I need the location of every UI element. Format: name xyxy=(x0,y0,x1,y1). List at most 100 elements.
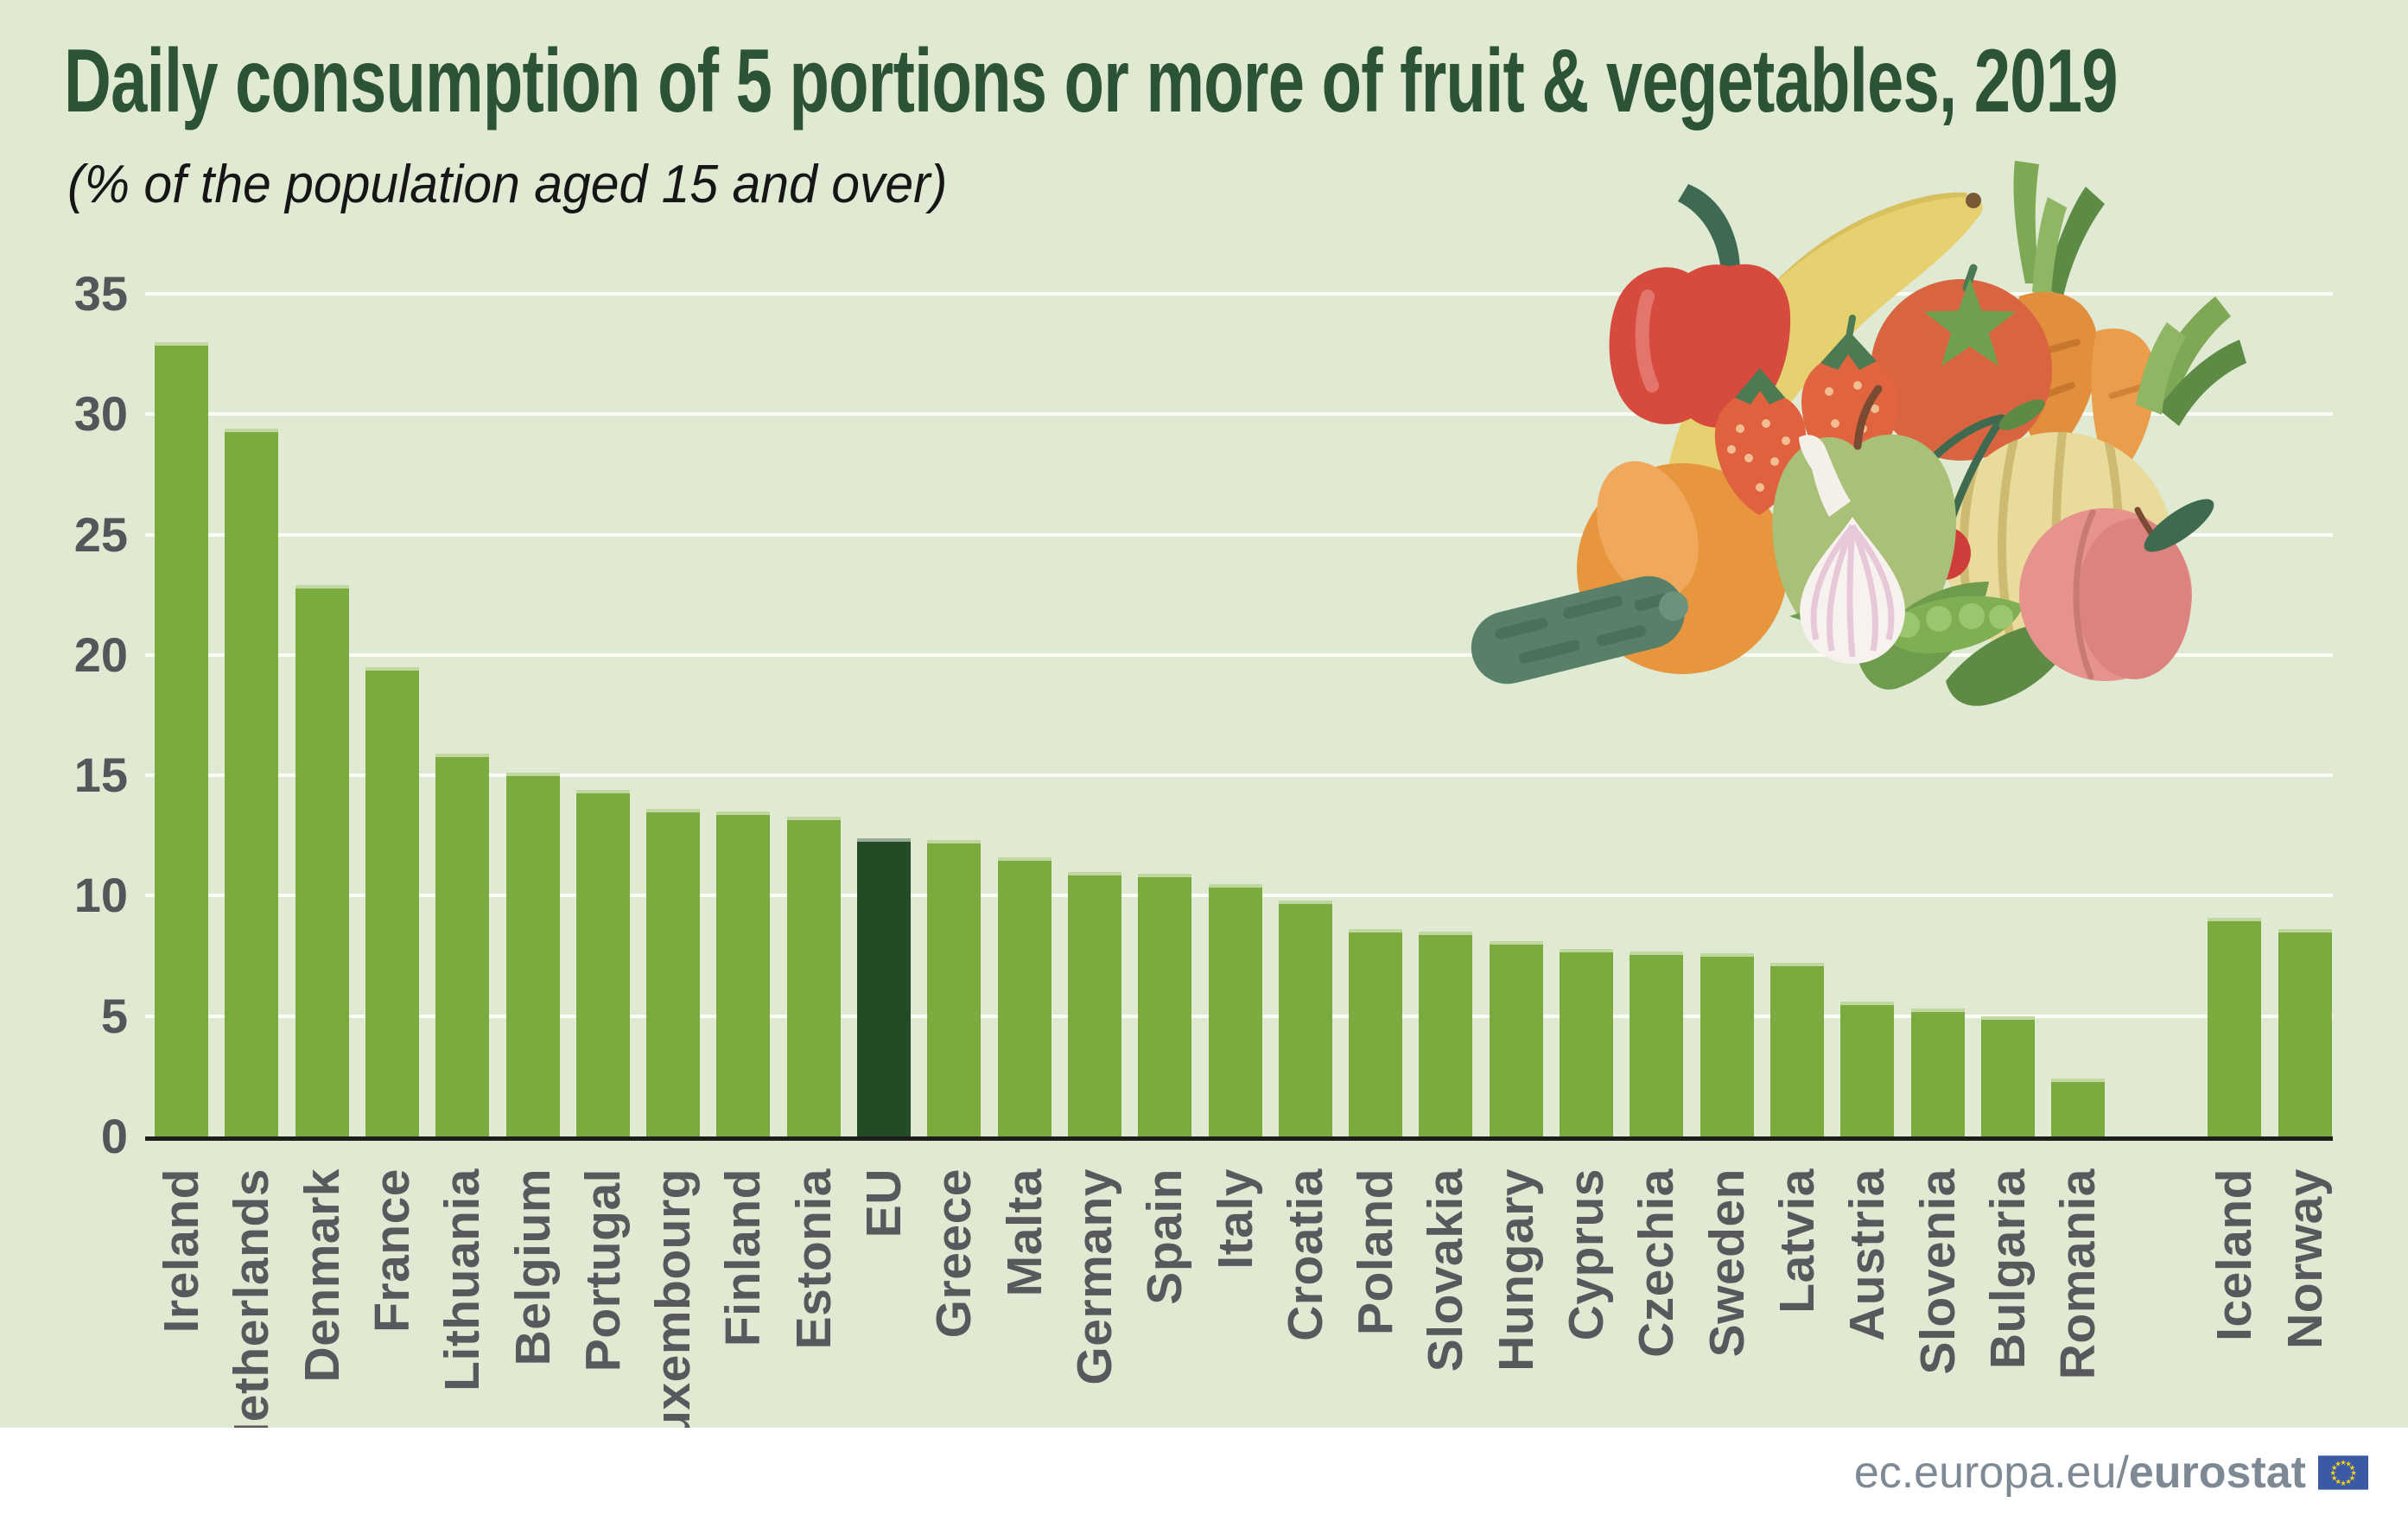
y-tick-35: 35 xyxy=(73,266,128,321)
svg-text:★: ★ xyxy=(2331,1464,2337,1472)
y-tick-10: 10 xyxy=(73,868,128,923)
x-label-ireland: Ireland xyxy=(154,1168,209,1334)
svg-text:★: ★ xyxy=(2345,1478,2351,1486)
bar-poland xyxy=(1349,929,1403,1136)
bar-italy xyxy=(1208,883,1262,1136)
garlic-icon xyxy=(1799,435,1905,664)
bar-lithuania xyxy=(435,754,490,1136)
x-label-poland: Poland xyxy=(1348,1168,1404,1336)
eu-flag-icon: ★★★★★★★★★★★★ xyxy=(2318,1455,2368,1490)
page-subtitle: (% of the population aged 15 and over) xyxy=(67,155,948,214)
x-label-slovenia: Slovenia xyxy=(1909,1168,1966,1375)
x-label-portugal: Portugal xyxy=(575,1168,631,1372)
x-label-cyprus: Cyprus xyxy=(1559,1168,1614,1341)
svg-text:★: ★ xyxy=(2340,1480,2346,1487)
carrot-tops-icon xyxy=(2013,161,2105,296)
bar-spain xyxy=(1138,874,1192,1136)
x-label-sweden: Sweden xyxy=(1699,1168,1755,1358)
bar-finland xyxy=(716,811,771,1136)
footer-url-eurostat: eurostat xyxy=(2128,1448,2306,1498)
bar-norway xyxy=(2278,929,2332,1136)
bar-slovenia xyxy=(1910,1009,1965,1136)
svg-text:★: ★ xyxy=(2331,1474,2337,1482)
bar-malta xyxy=(997,856,1052,1136)
x-label-denmark: Denmark xyxy=(294,1168,350,1383)
gridline-25 xyxy=(145,532,2333,537)
x-label-greece: Greece xyxy=(926,1168,982,1339)
gridline-15 xyxy=(145,773,2333,778)
svg-text:★: ★ xyxy=(2349,1464,2355,1472)
fruit-vegetables-illustration xyxy=(1471,161,2246,706)
x-label-czechia: Czechia xyxy=(1629,1168,1685,1358)
gridline-35 xyxy=(145,292,2333,296)
footer-url-prefix: ec.europa.eu/ xyxy=(1853,1448,2129,1498)
bar-portugal xyxy=(575,789,630,1136)
footer-link: ec.europa.eu/eurostat ★ ★ ★ ★ ★ ★ ★ ★ ★ ★ ★ ★ xyxy=(1853,1448,2368,1498)
x-label-malta: Malta xyxy=(996,1168,1052,1297)
x-axis-line xyxy=(145,1136,2333,1141)
x-label-austria: Austria xyxy=(1839,1168,1896,1341)
x-label-hungary: Hungary xyxy=(1488,1168,1544,1372)
bar-denmark xyxy=(295,585,349,1136)
x-label-latvia: Latvia xyxy=(1769,1168,1825,1314)
bar-luxembourg xyxy=(646,809,701,1136)
footer-band xyxy=(0,1428,2408,1515)
bar-croatia xyxy=(1278,901,1332,1136)
svg-text:★: ★ xyxy=(2350,1469,2356,1477)
x-label-estonia: Estonia xyxy=(785,1168,842,1350)
bar-france xyxy=(365,666,419,1136)
svg-text:★: ★ xyxy=(2345,1461,2351,1468)
x-label-romania: Romania xyxy=(2050,1168,2106,1380)
bar-bulgaria xyxy=(1980,1015,2035,1136)
gridline-20 xyxy=(145,652,2333,657)
y-tick-30: 30 xyxy=(73,386,128,442)
leek-greens-icon xyxy=(2136,296,2246,426)
x-label-eu: EU xyxy=(856,1168,912,1238)
bar-germany xyxy=(1067,871,1121,1136)
gridline-30 xyxy=(145,412,2333,417)
bar-romania xyxy=(2051,1079,2106,1136)
bar-netherlands xyxy=(225,429,279,1136)
x-label-luxembourg: Luxembourg xyxy=(645,1168,702,1472)
x-label-slovakia: Slovakia xyxy=(1418,1168,1474,1372)
bar-iceland xyxy=(2208,917,2262,1136)
page-title: Daily consumption of 5 portions or more … xyxy=(64,31,2118,131)
svg-text:★: ★ xyxy=(2329,1469,2335,1477)
bar-latvia xyxy=(1769,963,1824,1136)
bar-greece xyxy=(927,840,982,1136)
peach-icon xyxy=(2019,499,2214,681)
y-tick-5: 5 xyxy=(100,988,128,1043)
bar-estonia xyxy=(786,816,841,1136)
svg-text:★: ★ xyxy=(2349,1474,2355,1482)
cucumber-icon xyxy=(1471,576,1688,684)
x-label-germany: Germany xyxy=(1066,1168,1122,1385)
x-label-italy: Italy xyxy=(1207,1168,1263,1270)
svg-text:★: ★ xyxy=(2335,1461,2341,1468)
x-label-norway: Norway xyxy=(2277,1168,2333,1349)
svg-text:★: ★ xyxy=(2335,1478,2341,1486)
bar-czechia xyxy=(1630,951,1684,1136)
x-label-croatia: Croatia xyxy=(1277,1168,1333,1341)
bar-austria xyxy=(1840,1002,1895,1136)
bar-slovakia xyxy=(1419,932,1473,1136)
svg-text:★: ★ xyxy=(2340,1459,2346,1467)
x-label-netherlands: Netherlands xyxy=(224,1168,280,1458)
bar-belgium xyxy=(505,773,560,1136)
y-tick-20: 20 xyxy=(73,627,128,682)
bar-hungary xyxy=(1489,941,1543,1136)
x-label-iceland: Iceland xyxy=(2207,1168,2263,1341)
x-label-bulgaria: Bulgaria xyxy=(1979,1168,2036,1370)
y-tick-0: 0 xyxy=(100,1109,128,1163)
y-tick-15: 15 xyxy=(73,748,128,803)
bar-ireland xyxy=(155,341,208,1136)
x-label-finland: Finland xyxy=(715,1168,772,1347)
bar-sweden xyxy=(1700,953,1754,1136)
eu-flag-stars: ★★★★★★★★★★★★ xyxy=(2329,1459,2356,1487)
x-label-lithuania: Lithuania xyxy=(435,1168,491,1391)
x-label-belgium: Belgium xyxy=(505,1168,561,1366)
x-label-france: France xyxy=(364,1168,420,1333)
bar-cyprus xyxy=(1560,948,1613,1136)
bar-eu xyxy=(857,837,911,1136)
y-tick-25: 25 xyxy=(73,506,128,562)
